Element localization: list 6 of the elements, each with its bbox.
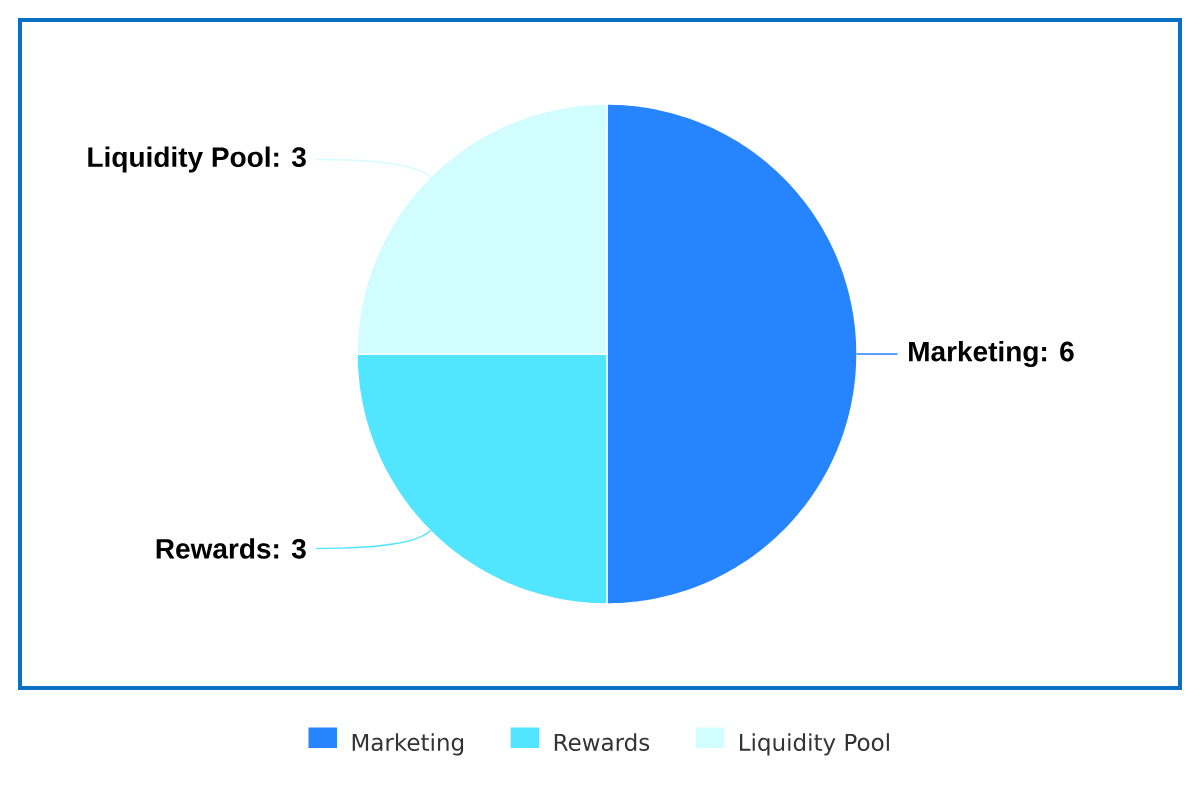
data-label: Liquidity Pool: 3	[88, 146, 306, 173]
data-label: Rewards: 3	[156, 538, 306, 559]
data-label: Marketing: 6	[909, 340, 1074, 368]
legend-label: Rewards	[554, 733, 650, 752]
legend-label: Marketing	[352, 733, 464, 756]
legend-label: Liquidity Pool	[740, 733, 889, 756]
